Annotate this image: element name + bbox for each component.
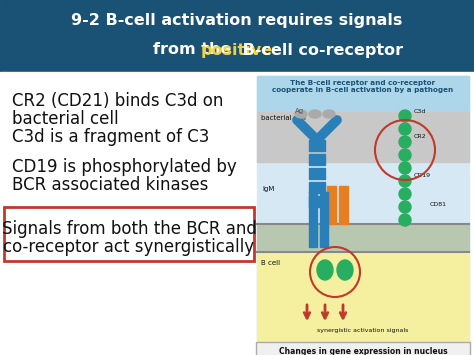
Text: bacterial cell: bacterial cell <box>261 115 306 121</box>
Ellipse shape <box>309 110 321 118</box>
Text: CR2 (CD21) binds C3d on: CR2 (CD21) binds C3d on <box>12 92 223 110</box>
Bar <box>320 192 328 247</box>
Text: positive: positive <box>201 43 273 58</box>
Bar <box>0 0 474 72</box>
FancyBboxPatch shape <box>4 207 254 261</box>
Text: BCR associated kinases: BCR associated kinases <box>12 176 209 194</box>
Text: C3d: C3d <box>414 109 427 114</box>
Text: bacterial cell: bacterial cell <box>12 110 118 128</box>
Text: from the: from the <box>153 43 237 58</box>
Bar <box>257 112 469 162</box>
Bar <box>309 168 325 179</box>
Bar <box>327 186 336 224</box>
Circle shape <box>399 175 411 187</box>
Bar <box>257 224 469 252</box>
Bar <box>257 252 469 341</box>
Bar <box>309 182 325 193</box>
FancyBboxPatch shape <box>256 342 470 355</box>
Text: The B-cell receptor and co-receptor
cooperate in B-cell activation by a pathogen: The B-cell receptor and co-receptor coop… <box>273 80 454 93</box>
Text: IgM: IgM <box>262 186 274 192</box>
Bar <box>309 196 325 207</box>
Ellipse shape <box>323 110 335 118</box>
Text: Changes in gene expression in nucleus: Changes in gene expression in nucleus <box>279 347 447 355</box>
Bar <box>309 192 317 247</box>
Text: CR2: CR2 <box>414 134 427 139</box>
Bar <box>0 72 474 355</box>
Circle shape <box>399 123 411 135</box>
Circle shape <box>399 188 411 200</box>
Circle shape <box>399 162 411 174</box>
Text: Signals from both the BCR and: Signals from both the BCR and <box>1 220 256 238</box>
Ellipse shape <box>337 260 353 280</box>
Text: co-receptor act synergistically: co-receptor act synergistically <box>3 238 255 256</box>
Ellipse shape <box>295 110 307 118</box>
Bar <box>309 140 325 151</box>
Bar <box>339 186 348 224</box>
Circle shape <box>399 110 411 122</box>
Bar <box>309 154 325 165</box>
Circle shape <box>399 149 411 161</box>
Text: 9-2 B-cell activation requires signals: 9-2 B-cell activation requires signals <box>71 12 403 27</box>
Circle shape <box>399 201 411 213</box>
Bar <box>257 76 469 341</box>
Circle shape <box>399 214 411 226</box>
Text: synergistic activation signals: synergistic activation signals <box>317 328 409 333</box>
Bar <box>257 76 469 112</box>
Text: CD19: CD19 <box>414 173 431 178</box>
Text: Ag: Ag <box>295 108 304 114</box>
Ellipse shape <box>317 260 333 280</box>
Text: C3d is a fragment of C3: C3d is a fragment of C3 <box>12 128 210 146</box>
Circle shape <box>399 136 411 148</box>
Text: CD81: CD81 <box>430 202 447 207</box>
Text: B cell: B cell <box>261 260 280 266</box>
Text: B-cell co-receptor: B-cell co-receptor <box>237 43 403 58</box>
Text: CD19 is phosphorylated by: CD19 is phosphorylated by <box>12 158 237 176</box>
